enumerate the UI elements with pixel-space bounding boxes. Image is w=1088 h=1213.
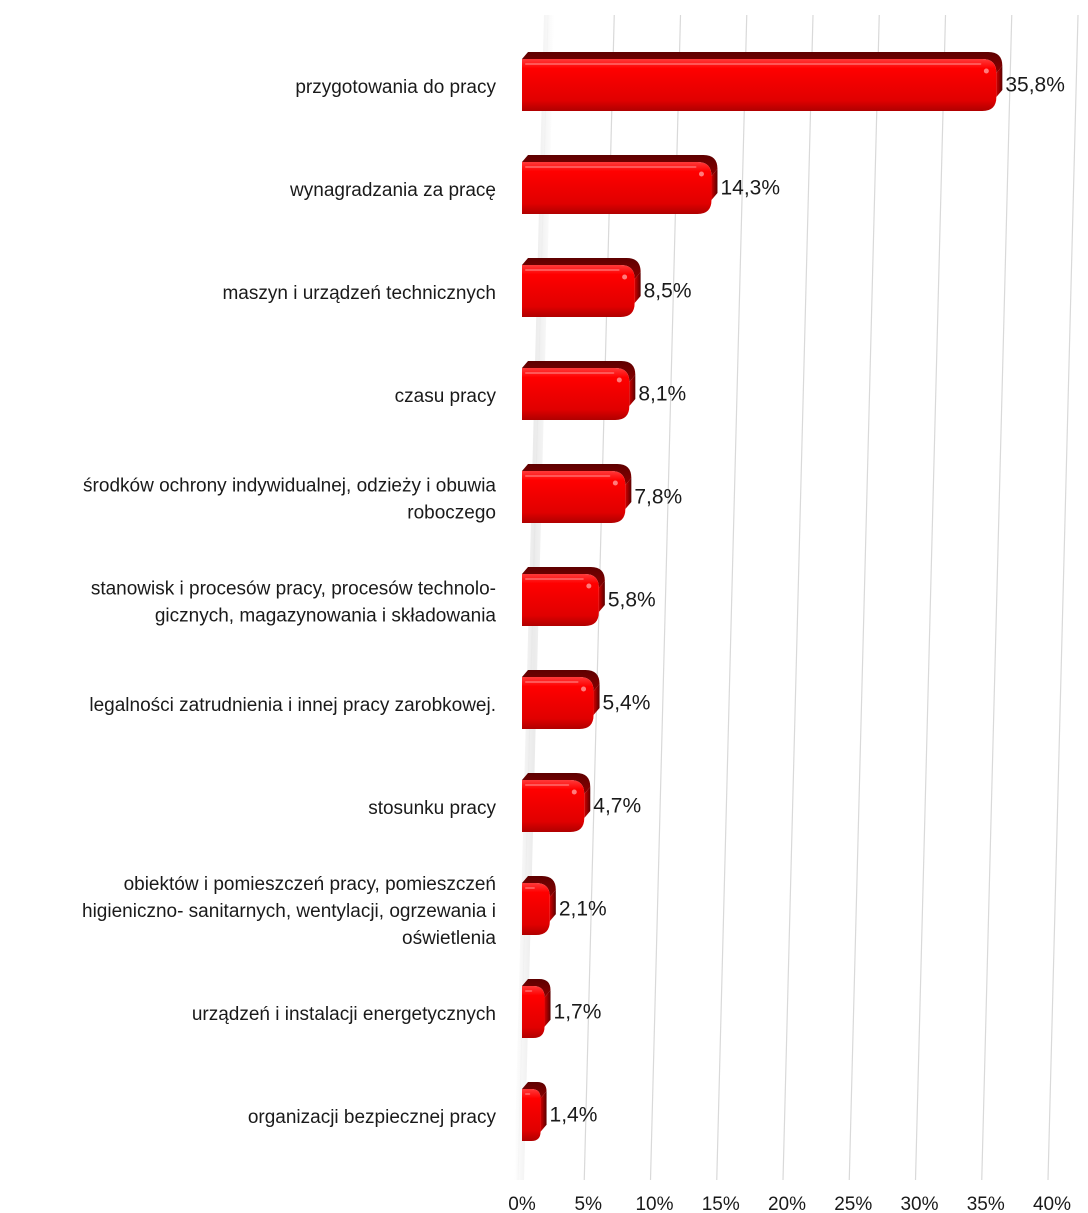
bar — [522, 361, 636, 420]
category-label: czasu pracy — [395, 386, 497, 407]
bar-gloss — [586, 583, 592, 589]
bar-gloss — [616, 377, 622, 383]
bar — [522, 670, 600, 729]
bar-front-face — [522, 265, 635, 317]
x-tick-label: 25% — [834, 1194, 872, 1213]
bar — [522, 979, 551, 1038]
gridline — [914, 14, 947, 1181]
x-tick-label: 30% — [900, 1194, 938, 1213]
value-label: 8,5% — [644, 280, 692, 303]
x-tick-label: 40% — [1033, 1194, 1071, 1213]
bar-end-face — [598, 581, 605, 612]
value-label: 14,3% — [720, 177, 780, 200]
bar-front-face — [522, 677, 594, 729]
bar-top-face — [522, 361, 636, 382]
bar-front-face — [522, 59, 997, 111]
bar-front-face — [522, 471, 626, 523]
bar-gloss — [698, 171, 704, 177]
bar-top-face — [522, 155, 718, 176]
x-tick-label: 5% — [575, 1194, 603, 1213]
value-label: 5,8% — [608, 589, 656, 612]
bar-gloss — [581, 686, 587, 692]
category-label: organizacji bezpiecznej pracy — [248, 1107, 497, 1128]
bar — [522, 155, 718, 214]
value-label: 2,1% — [559, 898, 607, 921]
bar-gloss — [622, 274, 628, 280]
bar-gloss — [571, 789, 577, 795]
bar — [522, 52, 1003, 111]
bar-end-face — [593, 684, 600, 715]
x-tick-labels: 0% 5% 10% 15% 20% 25% 30% 35% 40% — [508, 1194, 1071, 1213]
value-label: 7,8% — [634, 486, 682, 509]
bar-end-face — [634, 272, 641, 303]
bar-front-face — [522, 162, 712, 214]
value-label: 8,1% — [638, 383, 686, 406]
gridline — [848, 14, 880, 1181]
category-label: maszyn i urządzeń technicznych — [222, 283, 496, 304]
gridlines — [517, 14, 1079, 1181]
bar-top-face — [522, 567, 605, 588]
bar-front-face — [522, 883, 550, 935]
bar-end-face — [629, 375, 636, 406]
x-tick-label: 35% — [967, 1194, 1005, 1213]
value-label: 1,7% — [554, 1001, 602, 1024]
bar — [522, 464, 632, 523]
bar — [522, 773, 591, 832]
gridline — [1047, 14, 1079, 1181]
category-label: środków ochrony indywidualnej, odzieży i… — [83, 476, 496, 524]
bar-top-face — [522, 52, 1003, 73]
bar-top-face — [522, 258, 641, 279]
x-tick-label: 0% — [508, 1194, 536, 1213]
bar-front-face — [522, 780, 585, 832]
bar-end-face — [996, 66, 1003, 97]
bar-front-face — [522, 574, 599, 626]
bar — [522, 876, 556, 935]
bar-top-face — [522, 979, 551, 998]
value-label: 35,8% — [1005, 74, 1065, 97]
category-label: stanowisk i procesów pracy, procesów tec… — [91, 579, 497, 627]
bar — [522, 258, 641, 317]
x-tick-label: 15% — [702, 1194, 740, 1213]
bar-end-face — [584, 787, 591, 818]
bar-top-face — [522, 464, 632, 485]
bar-end-face — [540, 1091, 547, 1132]
category-label: obiektów i pomieszczeń pracy, pomieszcze… — [82, 874, 496, 949]
bar-end-face — [625, 478, 632, 509]
x-tick-label: 20% — [768, 1194, 806, 1213]
category-label: wynagradzania za pracę — [289, 180, 496, 201]
category-label: urządzeń i instalacji energetycznych — [192, 1004, 496, 1025]
bar-gloss — [612, 480, 618, 486]
bar-top-face — [522, 773, 591, 794]
gridline — [716, 14, 748, 1181]
value-label: 4,7% — [593, 795, 641, 818]
category-label: stosunku pracy — [368, 798, 496, 819]
bar — [522, 1082, 547, 1141]
category-labels: przygotowania do pracy wynagradzania za p… — [82, 77, 496, 1128]
bar-gloss — [983, 68, 989, 74]
bar-end-face — [544, 990, 551, 1027]
bar-top-face — [522, 1082, 547, 1099]
x-tick-label: 10% — [635, 1194, 673, 1213]
value-labels: 35,8% 14,3% 8,5% 8,1% 7,8% 5,8% 5,4% 4,7% 2,1% 1,… — [550, 74, 1065, 1127]
category-label: przygotowania do pracy — [295, 77, 496, 98]
category-label: legalności zatrudnienia i innej pracy za… — [89, 695, 496, 716]
gridline — [782, 14, 814, 1181]
bar-end-face — [711, 169, 718, 200]
bar-end-face — [549, 889, 556, 922]
bar-front-face — [522, 1089, 541, 1141]
bar-top-face — [522, 670, 600, 691]
bar — [522, 567, 605, 626]
gridline — [981, 14, 1013, 1181]
value-label: 1,4% — [550, 1104, 598, 1127]
bar-front-face — [522, 368, 630, 420]
bar-top-face — [522, 876, 556, 897]
bars — [522, 52, 1003, 1141]
bar-front-face — [522, 986, 545, 1038]
value-label: 5,4% — [603, 692, 651, 715]
